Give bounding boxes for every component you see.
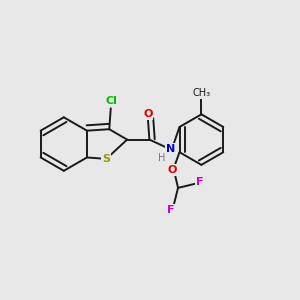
Text: CH₃: CH₃	[192, 88, 211, 98]
Text: F: F	[167, 205, 174, 215]
Text: O: O	[143, 109, 153, 119]
Text: H: H	[158, 153, 165, 163]
Text: O: O	[167, 165, 177, 175]
Text: N: N	[166, 143, 175, 154]
Text: Cl: Cl	[105, 96, 117, 106]
Text: F: F	[196, 177, 204, 187]
Text: S: S	[102, 154, 110, 164]
